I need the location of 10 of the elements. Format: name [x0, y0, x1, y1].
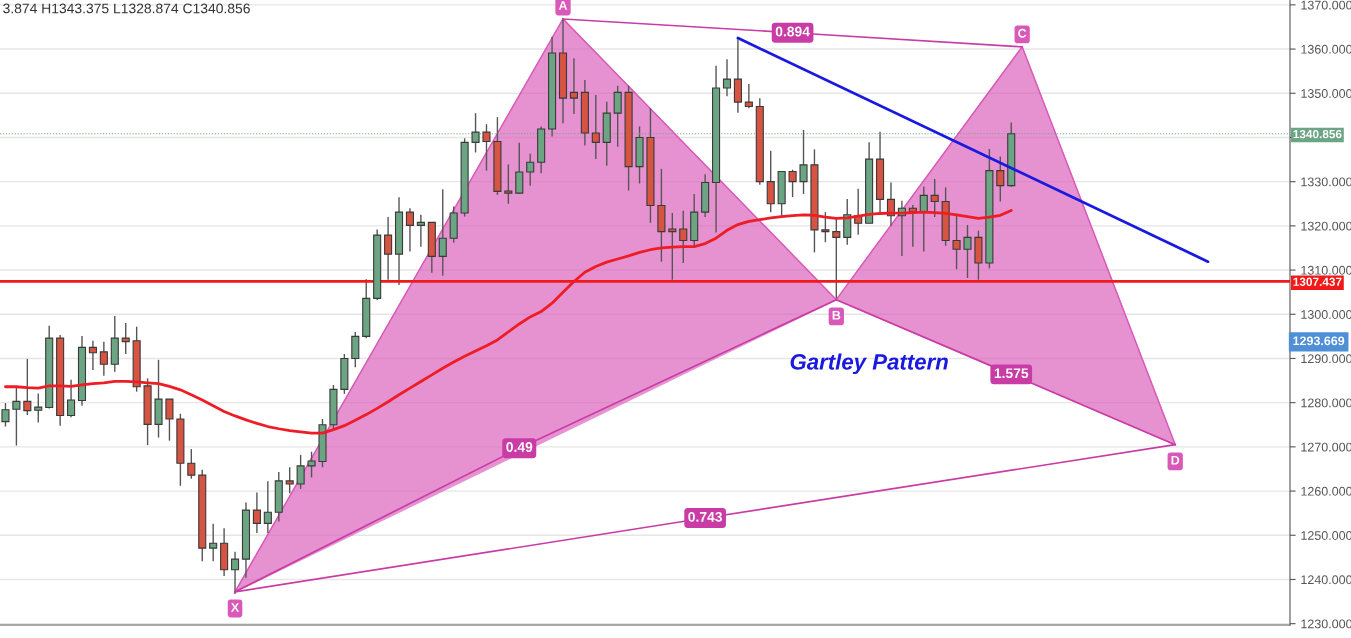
data-label: A [558, 1, 568, 10]
annotation: Gartley Pattern [790, 353, 948, 375]
data-label: B [832, 310, 841, 320]
data-label: C [1018, 28, 1027, 38]
ref-line-label: 1340.856 [1293, 129, 1342, 139]
data-label: D [1171, 455, 1180, 465]
text: 1293.669 [1293, 336, 1345, 346]
ref-line-label: 1307.437 [1293, 277, 1342, 286]
annotation: 3.874 H1343.375 L1328.874 C1340.856 [3, 3, 250, 14]
data-label: X [230, 603, 240, 612]
